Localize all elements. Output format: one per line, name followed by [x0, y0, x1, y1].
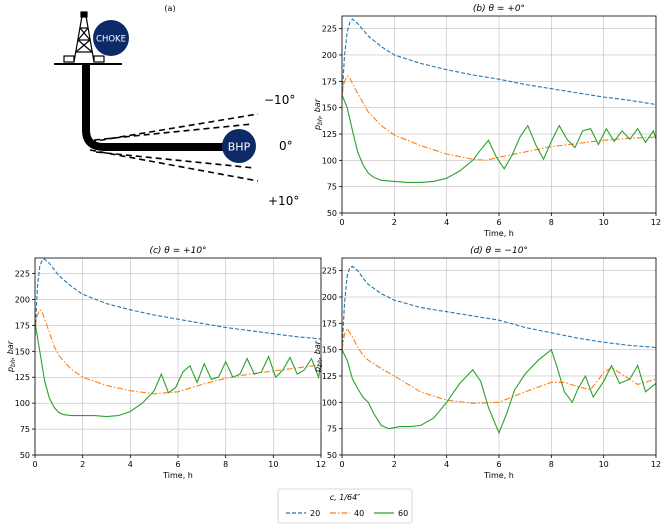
x-tick-label: 6	[175, 460, 180, 469]
legend: c, 1/64″ 20 40 60	[277, 488, 413, 524]
y-tick-label: 225	[15, 270, 30, 279]
series-line-20	[342, 265, 656, 350]
chart-title: (b) θ = +0°	[473, 4, 525, 14]
y-tick-label: 100	[15, 399, 30, 408]
x-tick-label: 2	[392, 218, 397, 227]
x-tick-label: 10	[268, 460, 278, 469]
legend-label-40: 40	[354, 509, 364, 518]
chart-panel-c: 0 2 4 6 8 10 12 50 75 100 125 150 175 200 225 (c) θ = +…	[6, 246, 326, 480]
x-tick-label: 2	[392, 460, 397, 469]
legend-label-20: 20	[310, 509, 320, 518]
choke-icon: CHOKE	[93, 20, 129, 56]
legend-title: c, 1/64″	[330, 493, 360, 502]
series-line-40	[342, 75, 656, 161]
schematic-panel-a: (a) CHOKE	[54, 4, 299, 208]
y-tick-label: 175	[322, 77, 337, 86]
x-tick-label: 8	[223, 460, 228, 469]
y-tick-label: 225	[322, 25, 337, 34]
y-tick-label: 175	[15, 321, 30, 330]
y-tick-label: 200	[322, 293, 337, 302]
chart-panel-b: 0 2 4 6 8 10 12 50 75 100 125 150 175 200 225 (b) θ = +…	[313, 4, 661, 238]
choke-label: CHOKE	[96, 35, 126, 45]
panel-a-label: (a)	[164, 4, 175, 13]
y-tick-label: 200	[15, 295, 30, 304]
x-tick-label: 12	[651, 460, 661, 469]
series-line-40	[35, 308, 321, 395]
legend-box	[277, 488, 413, 524]
x-axis-label: Time, h	[483, 229, 514, 238]
y-tick-label: 175	[322, 319, 337, 328]
series-line-40	[342, 327, 656, 404]
bhp-label: BHP	[228, 141, 251, 154]
y-tick-label: 75	[20, 425, 30, 434]
wellbore	[82, 64, 228, 151]
x-tick-label: 0	[339, 460, 344, 469]
x-tick-label: 8	[549, 460, 554, 469]
x-tick-label: 0	[339, 218, 344, 227]
x-axis-label: Time, h	[162, 471, 193, 480]
angle-lines	[89, 113, 259, 182]
y-tick-label: 125	[15, 373, 30, 382]
y-axis-label: pbh, bar	[313, 98, 324, 131]
y-tick-label: 50	[327, 451, 337, 460]
x-tick-label: 8	[549, 218, 554, 227]
y-axis-label: pbh, bar	[6, 340, 17, 373]
x-tick-label: 2	[80, 460, 85, 469]
chart-title: (d) θ = −10°	[470, 246, 528, 256]
y-tick-label: 150	[322, 346, 337, 355]
y-tick-label: 75	[327, 183, 337, 192]
y-tick-label: 50	[20, 451, 30, 460]
series-line-60	[35, 322, 321, 418]
x-tick-label: 10	[599, 460, 609, 469]
x-tick-label: 6	[496, 218, 501, 227]
y-tick-label: 100	[322, 398, 337, 407]
y-tick-label: 200	[322, 51, 337, 60]
series-line-60	[342, 348, 656, 435]
x-tick-label: 4	[444, 460, 449, 469]
y-tick-label: 150	[15, 347, 30, 356]
x-tick-label: 0	[32, 460, 37, 469]
y-tick-label: 50	[327, 209, 337, 218]
x-tick-label: 4	[128, 460, 133, 469]
x-axis-label: Time, h	[483, 471, 514, 480]
y-tick-label: 75	[327, 425, 337, 434]
y-tick-label: 100	[322, 156, 337, 165]
legend-label-60: 60	[398, 509, 408, 518]
x-tick-label: 10	[599, 218, 609, 227]
series-line-60	[342, 94, 656, 183]
x-tick-label: 4	[444, 218, 449, 227]
y-tick-label: 125	[322, 372, 337, 381]
x-tick-label: 12	[316, 460, 326, 469]
bhp-icon: BHP	[222, 129, 256, 163]
series-line-20	[35, 258, 321, 340]
angle-minus-label: −10°	[264, 93, 295, 107]
chart-title: (c) θ = +10°	[149, 246, 206, 256]
x-tick-label: 12	[651, 218, 661, 227]
x-tick-label: 6	[496, 460, 501, 469]
y-tick-label: 125	[322, 130, 337, 139]
angle-zero-label: 0°	[279, 139, 293, 153]
angle-plus-label: +10°	[268, 194, 299, 208]
y-axis-label: pbh, bar	[313, 340, 324, 373]
y-tick-label: 150	[322, 104, 337, 113]
y-tick-label: 225	[322, 267, 337, 276]
